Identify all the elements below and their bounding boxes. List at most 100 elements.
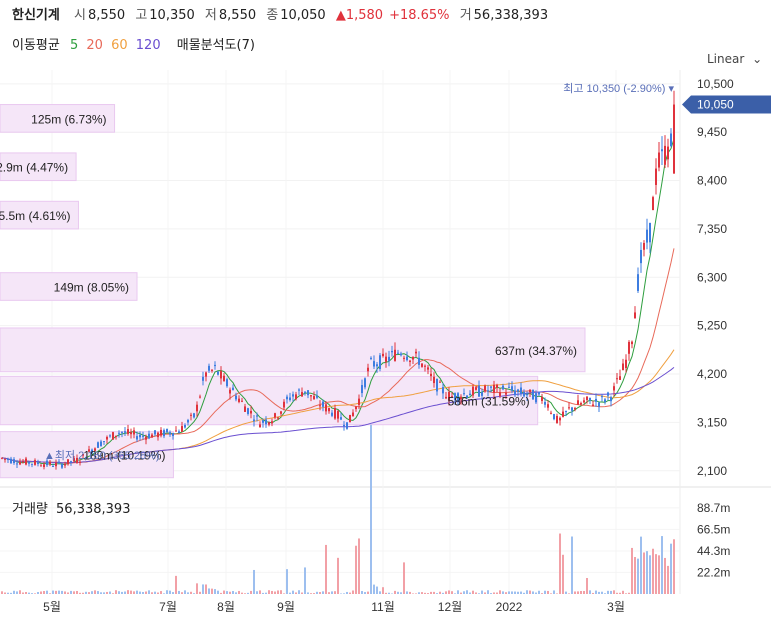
candle-body <box>505 392 507 395</box>
candle-body <box>247 408 249 414</box>
candle-body <box>400 353 402 356</box>
candle-body <box>163 430 165 437</box>
candle-body <box>493 384 495 393</box>
ma-legend[interactable]: 이동평균 5 20 60 120 매물분석도(7) <box>12 34 261 53</box>
volume-bar <box>442 592 444 594</box>
candle-body <box>556 415 558 423</box>
volume-bar <box>451 591 453 594</box>
volume-bar <box>553 590 555 594</box>
candle-body <box>460 396 462 400</box>
low-price-marker: ▲최저 2,160 (365.28%) <box>44 449 160 462</box>
volume-bar <box>319 592 321 594</box>
candle-body <box>436 378 438 392</box>
candle-body <box>346 422 348 429</box>
volume-bar <box>526 590 528 594</box>
volume-bar <box>97 591 99 594</box>
volume-bar <box>652 548 654 594</box>
candle-body <box>514 390 516 396</box>
candle-body <box>193 413 195 418</box>
candle-body <box>79 461 81 463</box>
volume-bar <box>88 592 90 594</box>
volume-bar <box>10 592 12 594</box>
volume-bar <box>19 590 21 594</box>
volume-bar <box>622 590 624 594</box>
candle-body <box>7 458 9 461</box>
candle-body <box>673 104 675 174</box>
volume-bar <box>55 590 57 594</box>
volume-bar <box>247 592 249 594</box>
volume-bar <box>304 567 306 594</box>
candle-body <box>433 376 435 384</box>
volume-bar <box>631 547 633 594</box>
candle-body <box>562 411 564 417</box>
candle-body <box>43 464 45 467</box>
volume-bar <box>664 557 666 594</box>
price-tick-label: 9,450 <box>697 125 727 139</box>
volume-bar <box>610 590 612 594</box>
volume-bar <box>316 591 318 594</box>
candle-body <box>571 407 573 411</box>
candle-body <box>358 398 360 405</box>
volume-bar <box>391 593 393 594</box>
volume-bar <box>64 591 66 594</box>
ma120-line <box>1 367 675 464</box>
candle-body <box>190 414 192 416</box>
volume-bar <box>484 592 486 594</box>
candle-body <box>532 389 534 400</box>
candle-body <box>166 428 168 432</box>
candle-body <box>631 341 633 345</box>
price-tick-label: 2,100 <box>697 464 727 478</box>
volume-bar <box>574 591 576 594</box>
volume-total: 56,338,393 <box>56 502 131 517</box>
x-tick-label: 9월 <box>277 600 295 614</box>
scale-mode-label: Linear <box>707 52 745 66</box>
candle-body <box>646 229 648 243</box>
candle-body <box>634 312 636 319</box>
candle-body <box>70 461 72 463</box>
candle-body <box>130 432 132 435</box>
candle-body <box>241 400 243 402</box>
volume-bar <box>292 590 294 594</box>
volume-bar <box>310 593 312 594</box>
volume-bar <box>475 592 477 594</box>
volume-profile-bar <box>0 152 77 182</box>
volume-bar <box>418 592 420 594</box>
volume-bar <box>157 592 159 594</box>
candle-body <box>478 385 480 397</box>
volume-bar <box>70 590 72 594</box>
volume-analysis-label[interactable]: 매물분석도(7) <box>176 38 255 53</box>
candle-body <box>175 430 177 432</box>
candle-body <box>403 357 405 359</box>
candle-body <box>619 376 621 380</box>
price-tick-label: 8,400 <box>697 174 727 188</box>
volume-bar <box>268 590 270 594</box>
candle-body <box>37 462 39 464</box>
volume-profile-bar <box>0 327 586 373</box>
candle-body <box>34 460 36 465</box>
volume-bar <box>472 590 474 594</box>
volume-bar <box>397 591 399 594</box>
stock-name: 한신기계 <box>12 8 60 23</box>
candle-body <box>529 389 531 392</box>
candle-body <box>181 426 183 432</box>
volume-bar <box>277 590 279 594</box>
volume-bar <box>25 592 27 594</box>
candle-body <box>637 274 639 291</box>
volume-bar <box>643 552 645 594</box>
candle-body <box>61 463 63 468</box>
candle-body <box>412 356 414 360</box>
candle-body <box>214 364 216 367</box>
candle-body <box>334 408 336 419</box>
volume-bar <box>487 590 489 594</box>
candle-body <box>298 389 300 391</box>
candle-body <box>64 464 66 466</box>
candle-body <box>109 435 111 437</box>
volume-bar <box>40 591 42 594</box>
volume-bar <box>151 592 153 594</box>
candle-body <box>526 394 528 396</box>
volume-bar <box>289 592 291 594</box>
scale-mode-dropdown[interactable]: Linear ⌄ <box>707 52 762 66</box>
candle-body <box>508 386 510 388</box>
volume-bar <box>511 591 513 594</box>
